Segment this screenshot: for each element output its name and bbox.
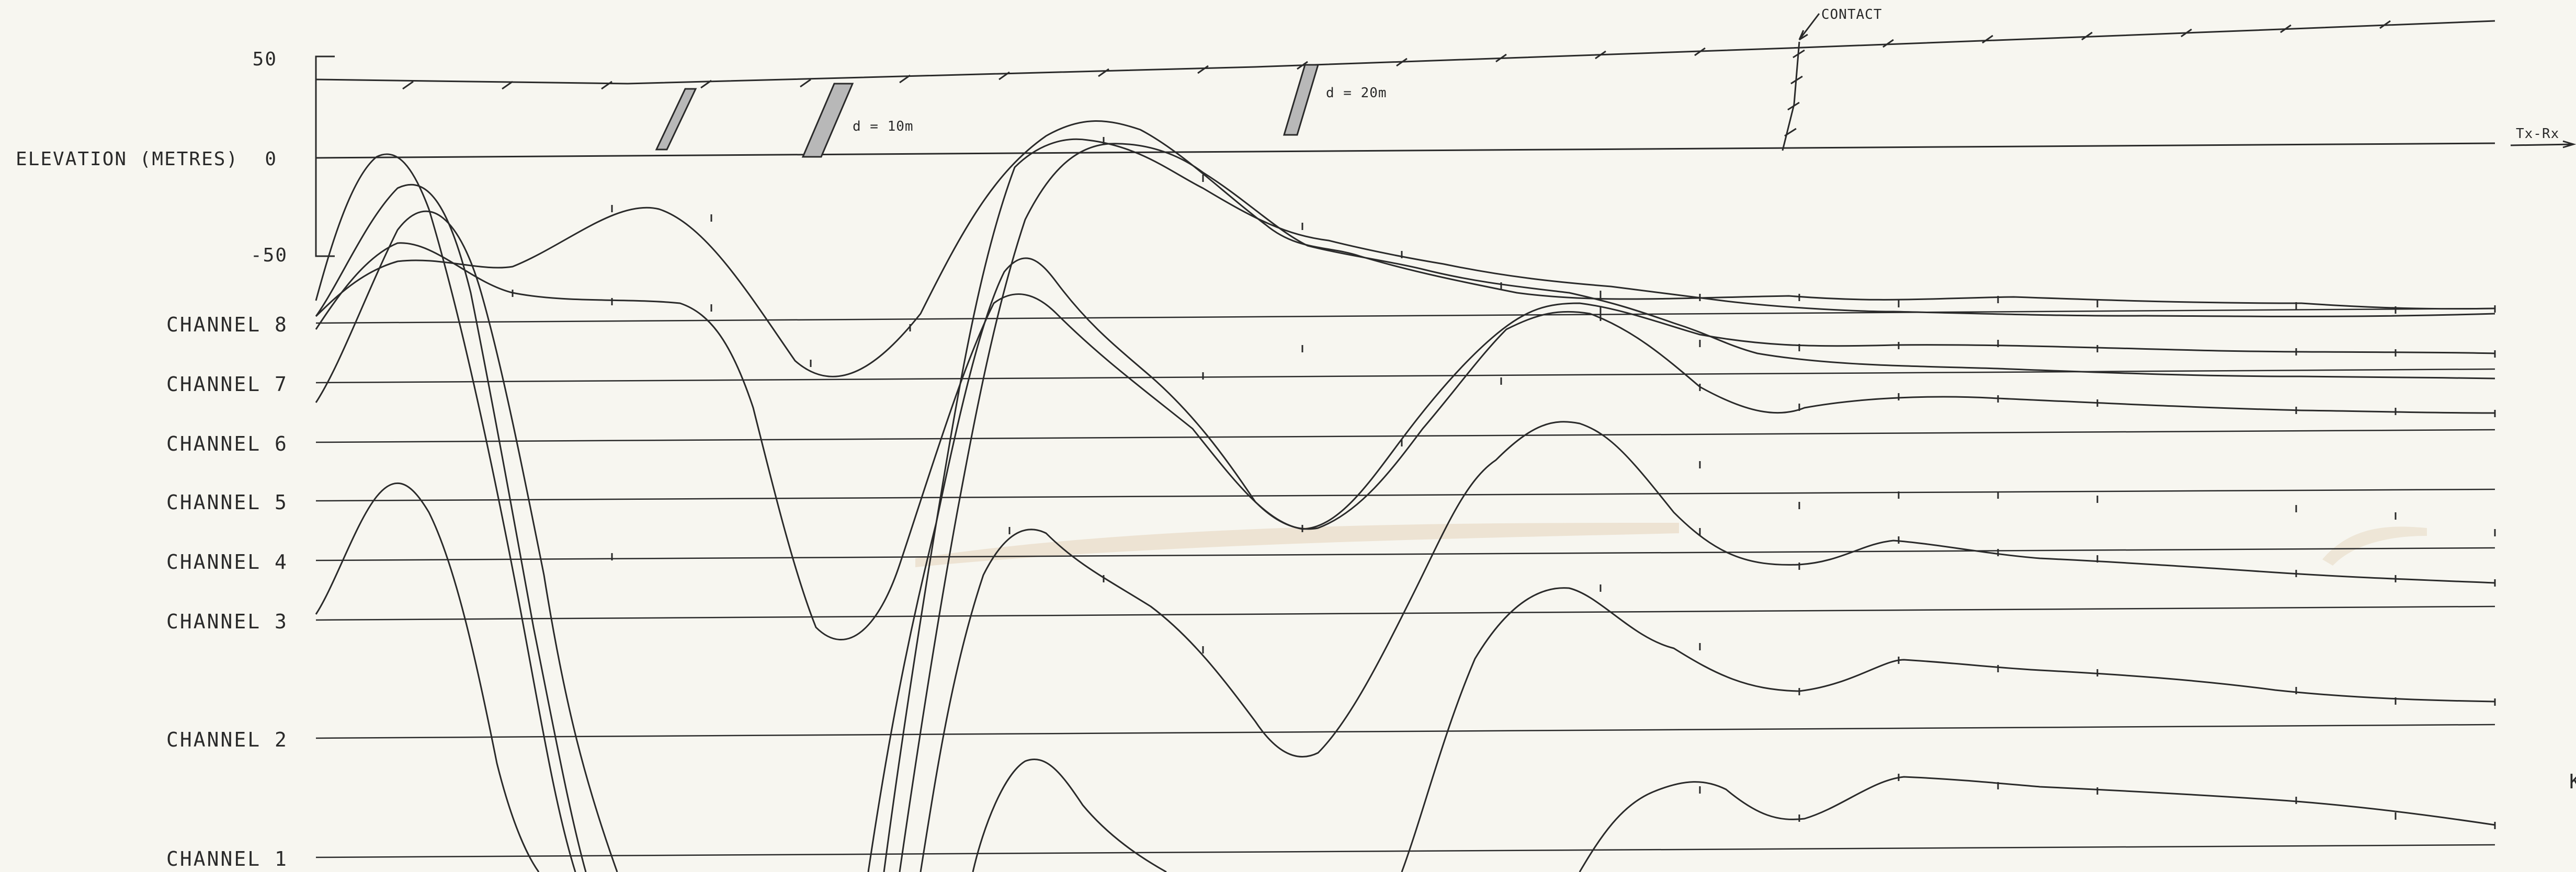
elevation-tick-50: 50 (253, 49, 277, 70)
elevation-tick-0: 0 (265, 148, 277, 170)
profile-channel-5 (315, 143, 2495, 872)
topography-hatches (402, 20, 2391, 90)
baseline-channel-4 (315, 547, 2495, 561)
baseline-channel-5 (315, 488, 2495, 502)
edge-letter: K (2569, 770, 2576, 793)
contact-hatches (1784, 49, 1805, 137)
zero-elevation-line (315, 142, 2495, 159)
tx-rx-arrow (2510, 140, 2576, 148)
dike-2-label: d = 20m (1326, 85, 1387, 101)
profile-channel-6 (315, 210, 2495, 872)
topography-line (315, 20, 2495, 85)
elevation-tick-minus-50: -50 (251, 245, 288, 266)
baseline-channel-6 (315, 429, 2495, 443)
baseline-channel-1 (315, 844, 2495, 858)
baseline-channel-2 (315, 724, 2495, 739)
paper-stain-right (2322, 526, 2427, 566)
channel-1-label: CHANNEL 1 (166, 847, 288, 870)
station-ticks (512, 137, 2496, 829)
dike-a (655, 88, 697, 151)
channel-3-label: CHANNEL 3 (166, 610, 288, 633)
baseline-channel-3 (315, 605, 2495, 621)
profile-channel-2 (972, 587, 2495, 872)
profile-channel-3 (315, 421, 2495, 872)
channel-4-label: CHANNEL 4 (166, 550, 288, 573)
dike-1-label: d = 10m (853, 119, 914, 134)
tx-rx-label: Tx-Rx (2516, 126, 2559, 142)
profile-channel-4 (315, 138, 2495, 872)
elevation-axis-label: ELEVATION (METRES) (16, 148, 239, 170)
channel-5-label: CHANNEL 5 (166, 491, 288, 514)
contact-label: CONTACT (1821, 7, 1882, 22)
baseline-channel-8 (315, 307, 2495, 324)
contact-line (1781, 41, 1800, 151)
dike-b (801, 83, 854, 158)
profile-channel-1 (1579, 776, 2495, 872)
channel-baselines (315, 307, 2495, 858)
baseline-channel-7 (315, 368, 2495, 384)
channel-2-label: CHANNEL 2 (166, 728, 288, 751)
channel-7-label: CHANNEL 7 (166, 373, 288, 396)
paper-stain (915, 523, 1679, 567)
channel-6-label: CHANNEL 6 (166, 432, 288, 455)
elevation-axis-line (315, 55, 335, 257)
dike-c (1283, 64, 1320, 136)
profile-channel-8 (315, 120, 2495, 377)
channel-8-label: CHANNEL 8 (166, 313, 288, 336)
profile-channel-7 (315, 242, 2495, 641)
profile-curves (315, 120, 2495, 872)
contact-arrow (1798, 13, 1820, 41)
